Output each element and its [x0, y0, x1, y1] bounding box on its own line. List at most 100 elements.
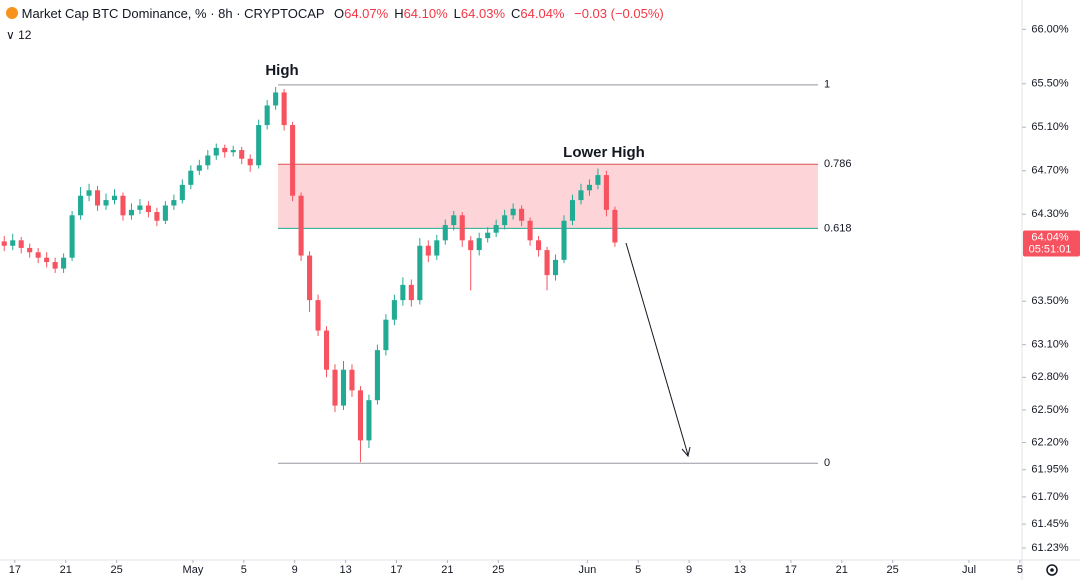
- x-tick-label: 9: [292, 564, 298, 576]
- candle-body: [323, 330, 330, 370]
- x-tick-label: Jun: [578, 564, 596, 576]
- candle-body: [612, 209, 618, 243]
- x-tick-label: 21: [60, 564, 72, 576]
- y-tick-label: 66.00%: [1031, 23, 1069, 35]
- candle-body: [485, 232, 491, 239]
- y-tick-label: 62.50%: [1031, 404, 1069, 416]
- candle-body: [128, 209, 135, 216]
- fib-label: 0.618: [824, 222, 852, 234]
- candle-body: [27, 247, 33, 253]
- candle-body: [1, 241, 7, 246]
- legend-key: L: [453, 6, 461, 21]
- candle-body: [451, 215, 457, 226]
- x-tick-label: May: [183, 564, 204, 576]
- fib-label: 1: [824, 79, 830, 91]
- candle-body: [552, 259, 559, 276]
- header: Market Cap BTC Dominance, % · 8h · CRYPT…: [6, 6, 664, 21]
- x-tick-label: 21: [441, 564, 453, 576]
- candle-body: [103, 200, 109, 206]
- x-tick-label: 5: [1017, 564, 1023, 576]
- candle-body: [86, 190, 92, 196]
- candle-body: [154, 212, 160, 221]
- candle-body: [61, 257, 67, 269]
- indicators-toggle[interactable]: ∨ 12: [6, 28, 32, 42]
- price-label: 64.04%: [1031, 231, 1069, 243]
- candle-body: [162, 205, 168, 221]
- x-tick-label: 5: [635, 564, 641, 576]
- candle-body: [78, 195, 84, 216]
- candle-body: [247, 158, 253, 166]
- candle-body: [357, 390, 364, 441]
- candle-body: [391, 300, 397, 320]
- y-tick-label: 61.95%: [1031, 464, 1069, 476]
- x-tick-label: Jul: [962, 564, 976, 576]
- y-tick-label: 61.45%: [1031, 518, 1069, 530]
- y-tick-label: 62.80%: [1031, 371, 1069, 383]
- x-tick-label: 13: [734, 564, 746, 576]
- symbol-title: Market Cap BTC Dominance, % · 8h · CRYPT…: [21, 6, 325, 21]
- x-tick-label: 25: [110, 564, 122, 576]
- candle-body: [595, 175, 601, 185]
- legend-key: C: [511, 6, 521, 21]
- candle-body: [425, 245, 431, 256]
- fib-label: 0.786: [824, 158, 852, 170]
- candle-body: [536, 240, 542, 251]
- arrow-head: [681, 446, 691, 458]
- candle-body: [179, 184, 185, 201]
- y-tick-label: 63.10%: [1031, 339, 1069, 351]
- candle-body: [434, 240, 440, 256]
- candle-body: [290, 125, 296, 196]
- candle-body: [603, 175, 609, 210]
- candle-body: [493, 225, 499, 233]
- candle-body: [222, 147, 228, 153]
- y-tick-label: 63.50%: [1031, 295, 1069, 307]
- candle-body: [298, 195, 304, 256]
- candle-body: [383, 319, 389, 351]
- y-tick-label: 61.70%: [1031, 491, 1069, 503]
- candle-body: [196, 165, 202, 171]
- countdown: 05:51:01: [1029, 243, 1072, 255]
- candle-body: [527, 220, 533, 241]
- legend-value: 64.03%: [460, 6, 505, 21]
- candle-body: [10, 240, 16, 246]
- settings-icon[interactable]: [1046, 564, 1058, 576]
- x-tick-label: 5: [241, 564, 247, 576]
- candle-body: [256, 125, 262, 166]
- plot: 1 0.786 0.618 0: [1, 79, 852, 469]
- y-tick-label: 64.30%: [1031, 208, 1069, 220]
- candle-body: [273, 92, 279, 106]
- x-tick-label: 21: [836, 564, 848, 576]
- fib-label: 0: [824, 457, 830, 469]
- candle-body: [374, 350, 380, 401]
- x-tick-label: 17: [390, 564, 402, 576]
- candle-body: [281, 92, 287, 126]
- y-tick-label: 65.50%: [1031, 78, 1069, 90]
- candle-body: [519, 208, 525, 221]
- ohlc-legend: O64.07% H64.10% L64.03% C64.04%: [328, 6, 565, 21]
- y-tick-label: 64.70%: [1031, 165, 1069, 177]
- candle-body: [35, 252, 41, 258]
- candle-body: [366, 400, 372, 441]
- legend-value: 64.07%: [344, 6, 389, 21]
- candle-body: [586, 184, 592, 191]
- candle-body: [510, 208, 516, 216]
- candle-body: [544, 250, 550, 276]
- candle-body: [94, 190, 101, 206]
- legend-key: H: [394, 6, 404, 21]
- fib-zone: [278, 164, 818, 229]
- candle-body: [52, 262, 58, 269]
- candle-body: [569, 200, 576, 221]
- candle-body: [502, 215, 508, 226]
- candle-body: [332, 369, 338, 406]
- legend-value: 64.04%: [520, 6, 565, 21]
- candle-body: [417, 245, 423, 301]
- candle-body: [145, 205, 151, 213]
- y-tick-label: 65.10%: [1031, 121, 1069, 133]
- annotation: High: [265, 62, 298, 79]
- legend-key: O: [333, 6, 345, 21]
- y-tick-label: 61.23%: [1031, 542, 1069, 554]
- candle-body: [459, 215, 465, 241]
- candle-body: [111, 195, 118, 201]
